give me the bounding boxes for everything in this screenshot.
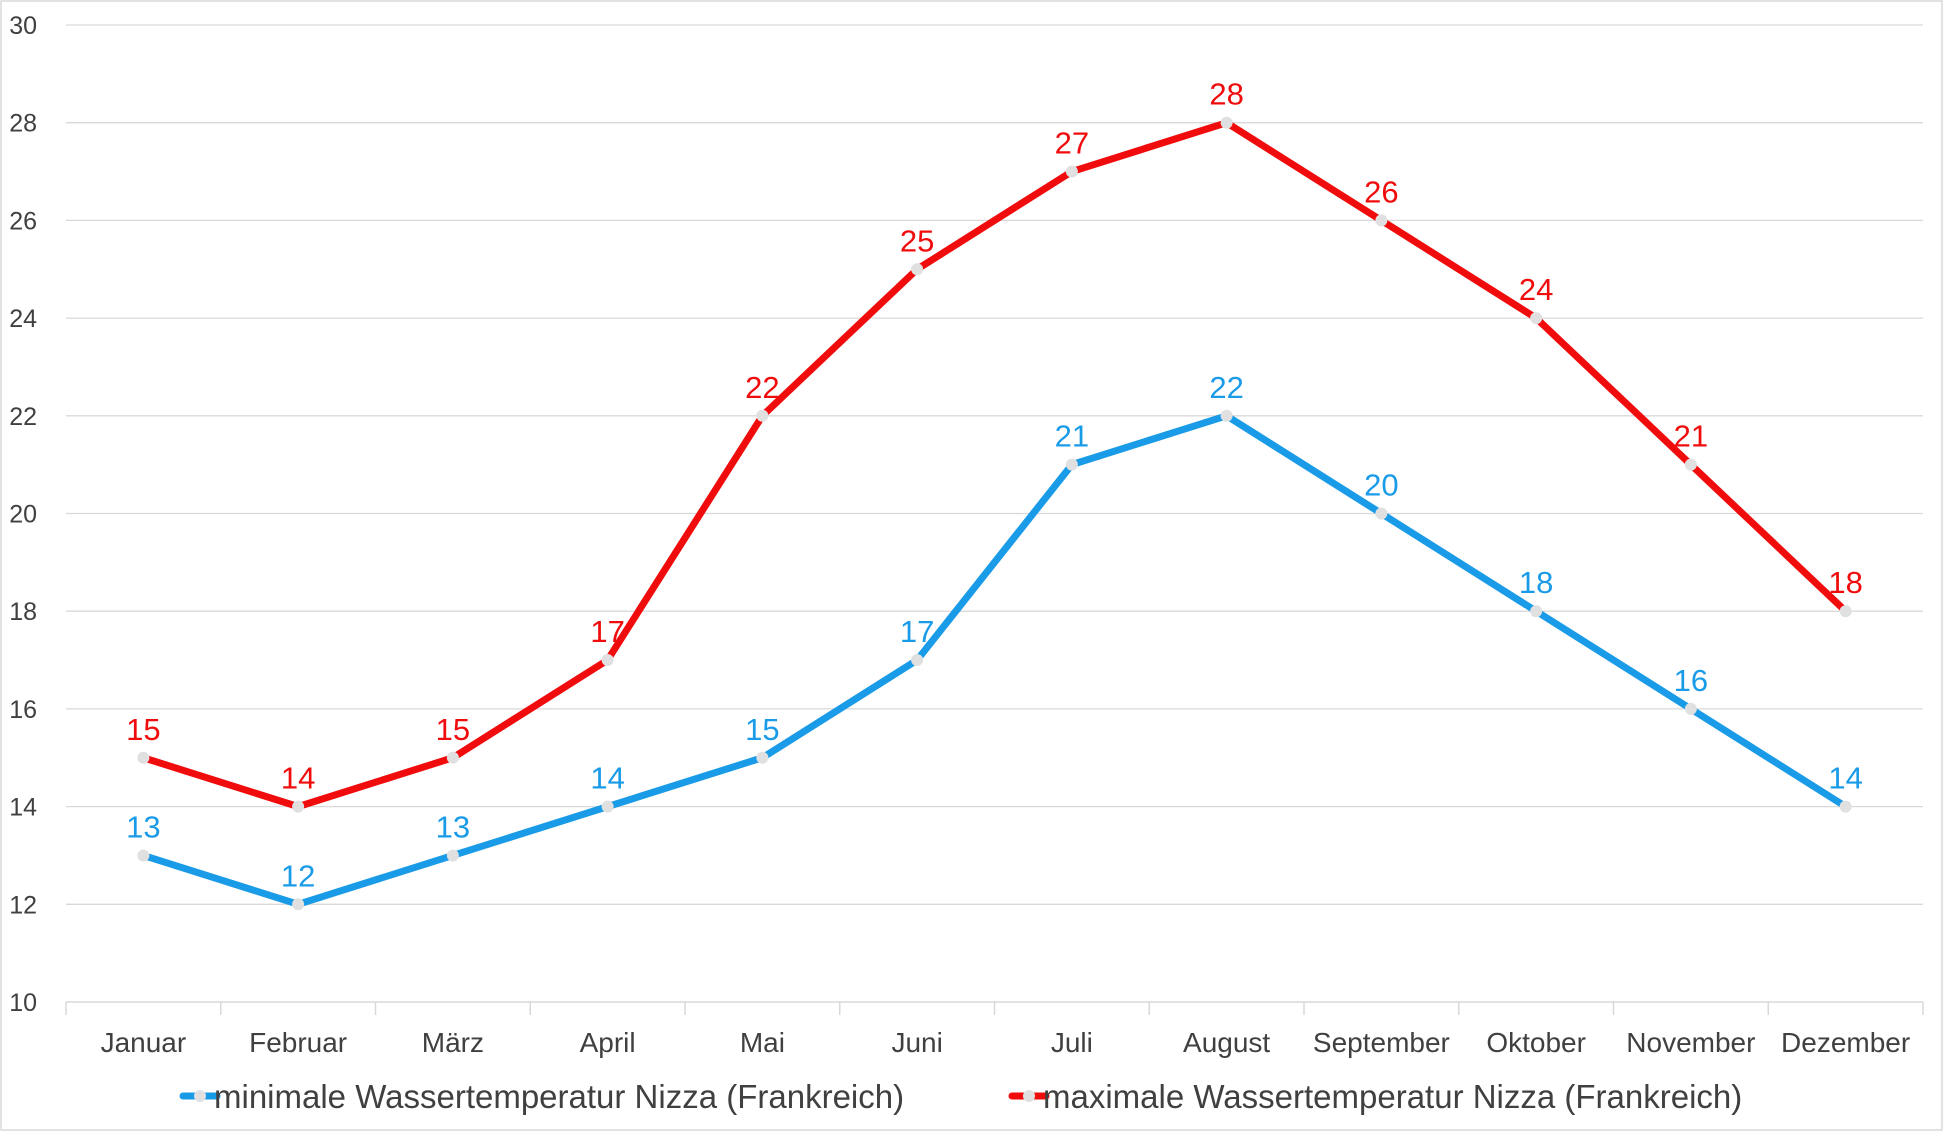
- series-markers: [137, 116, 1852, 911]
- data-label: 18: [1519, 565, 1553, 600]
- x-tick-label: August: [1183, 1027, 1270, 1058]
- y-tick-label: 10: [9, 989, 37, 1017]
- y-tick-label: 18: [9, 598, 37, 626]
- data-label: 13: [126, 809, 160, 844]
- x-axis: [65, 1001, 1924, 1015]
- data-label: 20: [1364, 468, 1398, 503]
- data-label: 12: [281, 858, 315, 893]
- data-point: [601, 654, 614, 667]
- x-tick-label: Februar: [249, 1027, 347, 1058]
- y-tick-label: 16: [9, 696, 37, 724]
- data-point: [1839, 800, 1852, 813]
- data-label: 16: [1674, 663, 1708, 698]
- x-tick-label: März: [422, 1027, 484, 1058]
- data-label: 21: [1674, 419, 1708, 454]
- y-tick-label: 30: [9, 12, 37, 40]
- x-tick-label: Mai: [740, 1027, 785, 1058]
- data-point: [446, 751, 459, 764]
- data-label: 28: [1209, 77, 1243, 112]
- x-tick-label: Juni: [891, 1027, 942, 1058]
- data-label: 24: [1519, 272, 1553, 307]
- data-label: 17: [590, 614, 624, 649]
- series-line: [139, 412, 1850, 908]
- data-label: 21: [1055, 419, 1089, 454]
- data-point: [292, 898, 305, 911]
- x-axis-tick-labels: Januar Februar März April Mai Juni Juli August S…: [101, 1027, 1911, 1058]
- y-tick-label: 22: [9, 403, 37, 431]
- x-tick-label: Januar: [101, 1027, 187, 1058]
- data-point: [1220, 409, 1233, 422]
- data-point: [1375, 507, 1388, 520]
- data-point: [292, 800, 305, 813]
- data-point: [911, 263, 924, 276]
- data-label: 22: [745, 370, 779, 405]
- data-label: 26: [1364, 174, 1398, 209]
- data-label: 13: [436, 809, 470, 844]
- series-lines: [139, 119, 1850, 908]
- data-point: [601, 800, 614, 813]
- y-tick-label: 26: [9, 207, 37, 235]
- data-label: 15: [436, 712, 470, 747]
- y-tick-label: 14: [9, 794, 37, 822]
- data-label: 22: [1209, 370, 1243, 405]
- y-axis-tick-labels: 10 12 14 16 18 20 22 24 26 28 30: [9, 12, 37, 1017]
- legend-entry: maximale Wassertemperatur Nizza (Frankre…: [1043, 1078, 1742, 1115]
- series-line: [139, 119, 1850, 811]
- data-label: 17: [900, 614, 934, 649]
- data-label: 15: [745, 712, 779, 747]
- data-point: [137, 751, 150, 764]
- data-point: [1065, 165, 1078, 178]
- data-label: 25: [900, 223, 934, 258]
- y-tick-label: 12: [9, 891, 37, 919]
- data-point: [1684, 458, 1697, 471]
- x-tick-label: Juli: [1051, 1027, 1093, 1058]
- y-tick-label: 24: [9, 305, 37, 333]
- legend: minimale Wassertemperatur Nizza (Frankre…: [179, 1078, 1742, 1115]
- gridlines: [66, 24, 1923, 905]
- data-point: [756, 751, 769, 764]
- data-labels: 13 12 13 14 15 17 21 22 20 18 16 14 15 14 15 17 22 25 27 28…: [126, 77, 1863, 894]
- x-tick-label: April: [580, 1027, 636, 1058]
- data-point: [1375, 214, 1388, 227]
- legend-marker: [1023, 1090, 1035, 1102]
- data-point: [1220, 116, 1233, 129]
- data-point: [446, 849, 459, 862]
- data-point: [1065, 458, 1078, 471]
- data-point: [756, 409, 769, 422]
- data-label: 18: [1828, 565, 1862, 600]
- legend-marker: [194, 1090, 206, 1102]
- data-label: 15: [126, 712, 160, 747]
- y-tick-label: 20: [9, 501, 37, 529]
- data-point: [1684, 702, 1697, 715]
- data-point: [137, 849, 150, 862]
- data-point: [1530, 312, 1543, 325]
- data-label: 14: [1828, 761, 1862, 796]
- x-tick-label: November: [1626, 1027, 1755, 1058]
- data-label: 27: [1055, 126, 1089, 161]
- x-tick-label: Dezember: [1781, 1027, 1910, 1058]
- x-tick-label: September: [1313, 1027, 1450, 1058]
- data-point: [1530, 605, 1543, 618]
- data-point: [1839, 605, 1852, 618]
- data-label: 14: [281, 761, 315, 796]
- y-tick-label: 28: [9, 110, 37, 138]
- x-tick-label: Oktober: [1486, 1027, 1586, 1058]
- data-label: 14: [590, 761, 624, 796]
- data-point: [911, 654, 924, 667]
- legend-entry: minimale Wassertemperatur Nizza (Frankre…: [214, 1078, 904, 1115]
